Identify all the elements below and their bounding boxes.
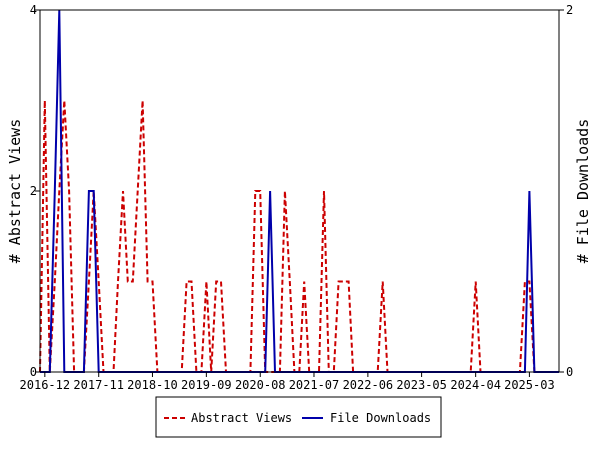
x-tick-label: 2025-03 [504,378,555,392]
y-axis-title: # Abstract Views [6,119,24,264]
x-tick-label: 2021-07 [289,378,340,392]
x-tick-label: 2024-04 [450,378,501,392]
legend-label-file-downloads: File Downloads [330,411,431,425]
x-tick-label: 2017-11 [73,378,124,392]
y2-axis-title: # File Downloads [574,119,592,264]
axis-layer: 2016-12 2017-11 2018-10 2019-09 2020-08 2021-… [20,3,574,392]
y-tick-label: 2 [30,184,37,198]
y-tick-label: 0 [30,365,37,379]
y-tick-label: 4 [30,3,37,17]
x-tick-label: 2019-09 [181,378,232,392]
y2-tick-label: 2 [566,3,573,17]
x-tick-label: 2020-08 [235,378,286,392]
x-tick-label: 2016-12 [20,378,71,392]
y2-tick-label: 0 [566,365,573,379]
x-tick-label: 2018-10 [127,378,178,392]
x-tick-label: 2023-05 [396,378,447,392]
x-tick-label: 2022-06 [343,378,394,392]
legend: Abstract Views File Downloads [155,396,442,438]
legend-box [155,396,442,438]
legend-label-abstract-views: Abstract Views [191,411,292,425]
